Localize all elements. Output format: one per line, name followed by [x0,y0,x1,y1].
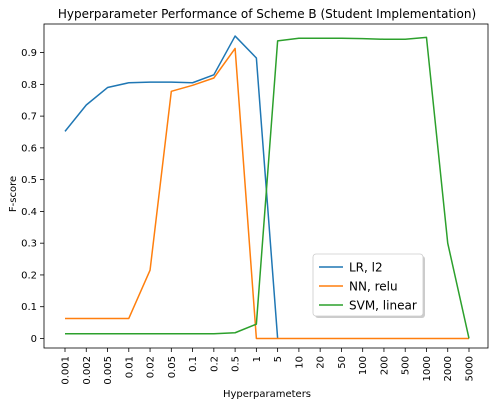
x-tick-label: 10 [294,356,305,369]
plot-frame [43,23,489,349]
legend-label-1: NN, relu [349,280,398,294]
x-tick-label: 0.001 [61,356,72,385]
x-tick-label: 2000 [443,356,454,381]
x-tick-label: 0.05 [167,356,178,378]
x-tick-label: 20 [316,356,327,369]
x-tick-label: 1 [252,356,263,362]
chart-title: Hyperparameter Performance of Scheme B (… [58,7,476,21]
y-tick-label: 0.2 [21,270,37,281]
x-tick-label: 500 [401,356,412,375]
x-tick-label: 100 [358,356,369,375]
x-tick-label: 0.02 [146,356,157,378]
x-tick-label: 5000 [465,356,476,381]
y-tick-label: 0.9 [21,48,37,59]
y-axis-label: F-score [8,176,19,212]
x-tick-label: 200 [379,356,390,375]
x-tick-label: 0.002 [82,356,93,385]
series-line-0 [64,35,279,339]
x-tick-label: 0.005 [103,356,114,385]
x-tick-label: 50 [337,356,348,369]
plot-area [43,23,489,349]
y-tick-label: 0 [31,334,37,345]
series-lines [64,35,470,340]
y-tick-label: 0.3 [21,239,37,250]
y-tick-label: 0.8 [21,80,37,91]
x-tick-label: 0.01 [124,356,135,378]
series-line-2 [65,36,470,339]
y-axis-ticks: 0 0.1 0.2 0.3 0.4 0.5 0.6 0.7 0.8 0.9 [21,48,44,345]
y-tick-label: 0.5 [21,175,37,186]
y-tick-label: 0.4 [21,207,37,218]
series-line-1 [65,47,469,340]
y-tick-label: 0.1 [21,302,37,313]
x-tick-label: 0.2 [209,356,220,372]
x-tick-label: 1000 [422,356,433,381]
legend-label-0: LR, l2 [349,261,383,275]
legend-box [312,253,424,317]
legend: LR, l2 NN, relu SVM, linear [312,253,425,318]
x-axis-ticks: 0.001 0.002 0.005 0.01 0.02 0.05 0.1 0.2 0.5 1 5 10… [61,348,476,385]
x-tick-label: 0.1 [188,356,199,372]
y-tick-label: 0.6 [21,143,37,154]
legend-label-2: SVM, linear [349,299,417,313]
x-tick-label: 5 [273,356,284,362]
x-axis-label: Hyperparameters [223,389,311,400]
y-tick-label: 0.7 [21,112,37,123]
x-tick-label: 0.5 [231,356,242,372]
